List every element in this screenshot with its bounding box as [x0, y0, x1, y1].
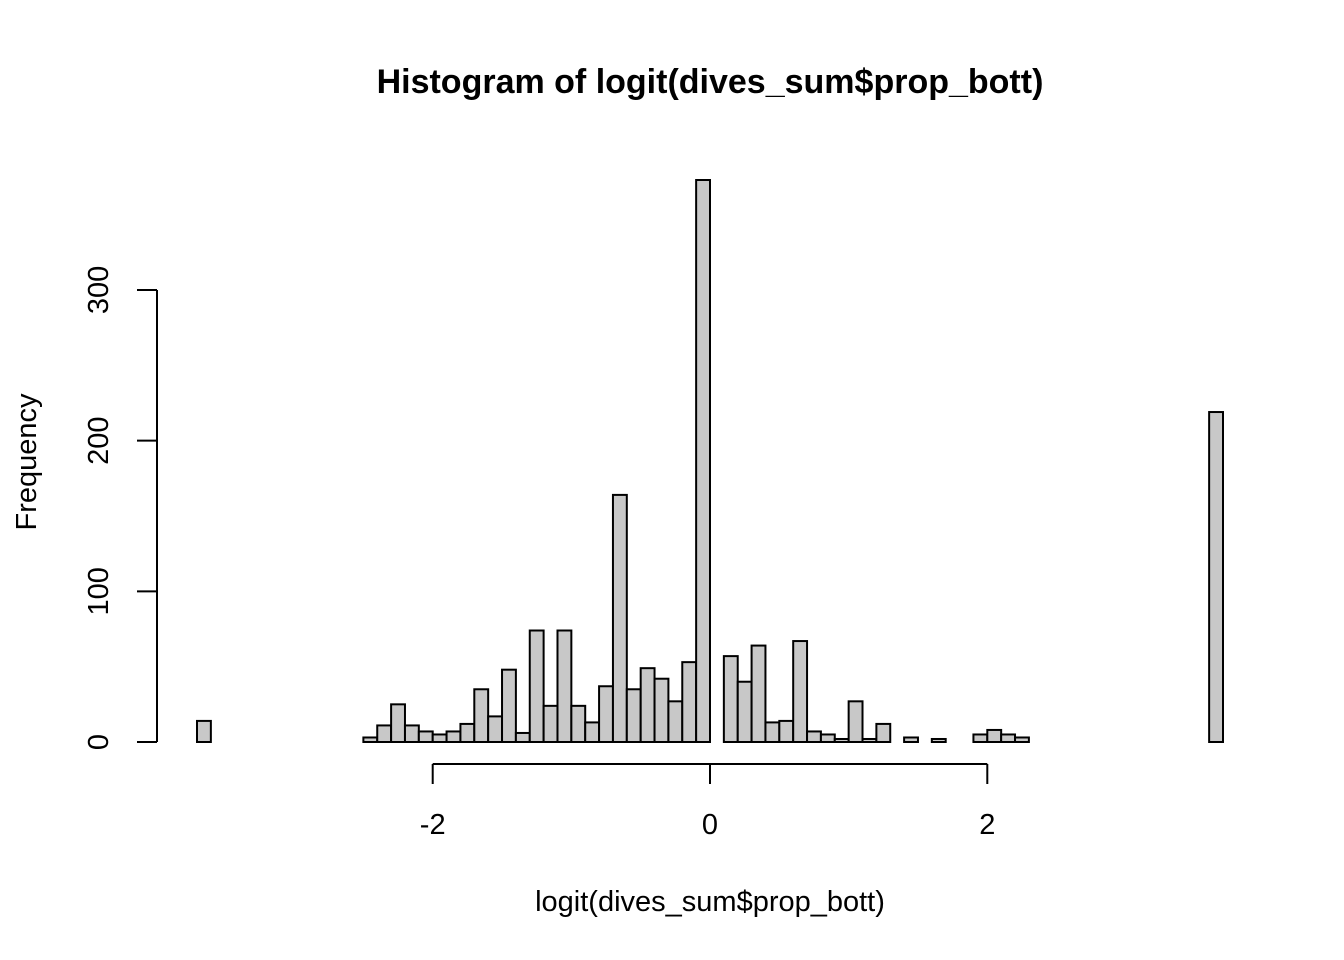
histogram-bar [403, 724, 420, 743]
histogram-bar [833, 737, 850, 743]
histogram-bar [639, 667, 656, 743]
histogram-bar [972, 733, 989, 743]
histogram-bar [542, 704, 559, 744]
x-axis-label: logit(dives_sum$prop_bott) [535, 886, 885, 918]
histogram-bar [611, 493, 628, 743]
histogram-bar [778, 719, 795, 743]
histogram-bar [819, 733, 836, 743]
y-tick-label: 100 [83, 567, 115, 615]
histogram-bar [806, 730, 822, 744]
x-tick-label: -2 [420, 809, 446, 841]
histogram-bar [653, 677, 670, 743]
x-tick-label: 2 [979, 809, 995, 841]
histogram-bar [1014, 736, 1030, 743]
histogram-bar [861, 737, 878, 743]
y-axis-label: Frequency [11, 393, 43, 531]
histogram-bar [847, 700, 864, 744]
histogram-bars [196, 179, 1225, 744]
histogram-bar [986, 728, 1003, 744]
histogram-bar [556, 629, 573, 743]
histogram-bar [681, 661, 698, 744]
histogram-bar [598, 685, 614, 743]
x-tick-label: 0 [702, 809, 718, 841]
histogram-bar [722, 655, 739, 743]
histogram-bar [570, 704, 587, 744]
histogram-bar [487, 715, 504, 744]
histogram-bar [528, 629, 545, 743]
histogram-bar [376, 724, 393, 743]
histogram-bar [736, 680, 753, 743]
histogram-bar [667, 700, 684, 744]
x-axis: -2 0 2 [420, 763, 995, 841]
y-tick-label: 300 [83, 266, 115, 314]
histogram-bar [695, 179, 712, 743]
histogram-bar [514, 731, 531, 744]
histogram-bar [1000, 733, 1017, 743]
histogram-bar [431, 733, 448, 743]
y-tick-label: 0 [83, 734, 115, 750]
y-tick-label: 200 [83, 416, 115, 464]
histogram-bar [445, 730, 462, 744]
chart-title: Histogram of logit(dives_sum$prop_bott) [377, 63, 1044, 101]
histogram-bar [625, 688, 642, 744]
histogram-bar [459, 722, 476, 743]
histogram-bar [417, 730, 434, 744]
histogram-bar [764, 721, 781, 743]
histogram-bar [584, 721, 601, 743]
histogram-bar [473, 688, 490, 744]
histogram-bar [362, 736, 379, 743]
histogram-bar [501, 668, 517, 743]
histogram-bar [903, 736, 919, 743]
histogram-bar [875, 722, 892, 743]
histogram-bar [750, 644, 767, 744]
histogram-bar [930, 737, 947, 743]
histogram-bar [196, 719, 212, 743]
histogram-bar [792, 640, 809, 743]
histogram-bar [390, 703, 406, 744]
y-axis: 0 100 200 300 [83, 266, 158, 750]
histogram-bar [1208, 411, 1225, 743]
